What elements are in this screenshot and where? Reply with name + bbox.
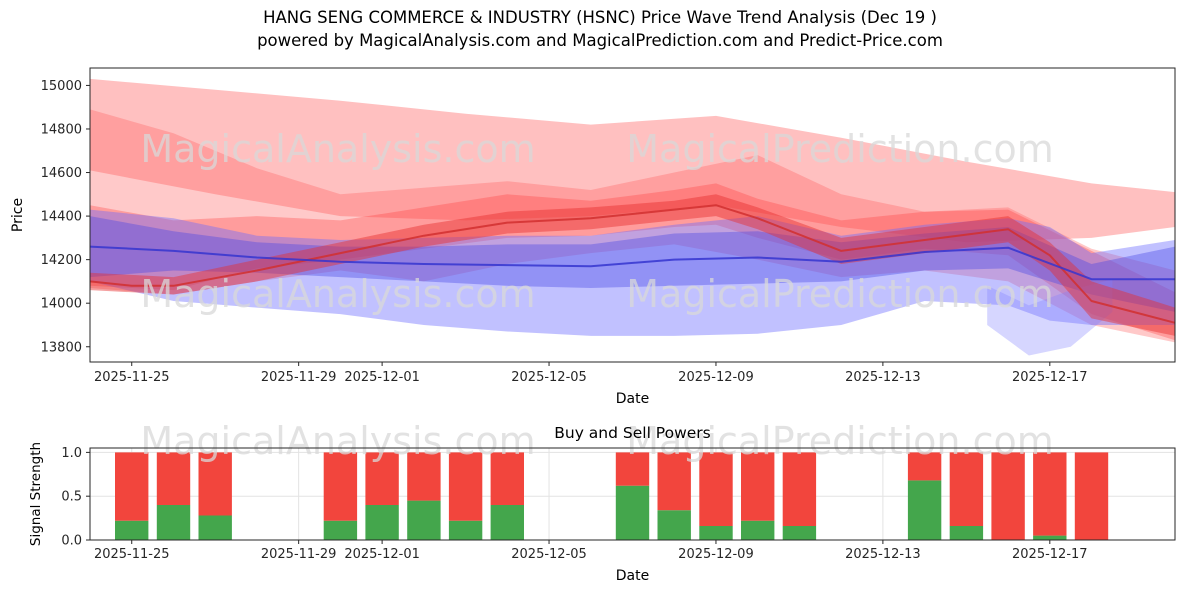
svg-text:2025-11-25: 2025-11-25	[94, 370, 170, 385]
svg-text:14200: 14200	[41, 253, 82, 268]
svg-text:Signal Strength: Signal Strength	[28, 442, 44, 546]
title-block: HANG SENG COMMERCE & INDUSTRY (HSNC) Pri…	[0, 6, 1200, 52]
svg-text:2025-12-05: 2025-12-05	[511, 547, 587, 562]
svg-text:MagicalAnalysis.com: MagicalAnalysis.com	[140, 127, 535, 171]
svg-text:Date: Date	[616, 568, 649, 584]
svg-text:14800: 14800	[41, 122, 82, 137]
chart-subtitle: powered by MagicalAnalysis.com and Magic…	[257, 31, 943, 50]
svg-text:0.5: 0.5	[61, 490, 82, 505]
svg-text:2025-11-25: 2025-11-25	[94, 547, 170, 562]
svg-text:MagicalPrediction.com: MagicalPrediction.com	[626, 127, 1054, 171]
svg-text:15000: 15000	[41, 79, 82, 94]
svg-text:2025-12-09: 2025-12-09	[678, 547, 754, 562]
svg-text:MagicalAnalysis.com: MagicalAnalysis.com	[140, 272, 535, 316]
svg-text:2025-12-01: 2025-12-01	[344, 547, 420, 562]
svg-text:2025-11-29: 2025-11-29	[261, 370, 337, 385]
buy-sell-powers-chart: MagicalAnalysis.com MagicalPrediction.com…	[28, 420, 1176, 584]
svg-text:2025-12-05: 2025-12-05	[511, 370, 587, 385]
svg-text:2025-12-13: 2025-12-13	[845, 547, 921, 562]
svg-text:14600: 14600	[41, 166, 82, 181]
svg-text:2025-12-17: 2025-12-17	[1012, 547, 1088, 562]
svg-text:1.0: 1.0	[61, 446, 82, 461]
svg-text:MagicalPrediction.com: MagicalPrediction.com	[626, 272, 1054, 316]
svg-text:2025-12-01: 2025-12-01	[344, 370, 420, 385]
svg-text:14000: 14000	[41, 297, 82, 312]
svg-text:MagicalPrediction.com: MagicalPrediction.com	[626, 420, 1054, 463]
svg-text:2025-11-29: 2025-11-29	[261, 547, 337, 562]
svg-text:Buy and Sell Powers: Buy and Sell Powers	[554, 424, 711, 442]
svg-text:Price: Price	[10, 198, 26, 232]
svg-text:14400: 14400	[41, 210, 82, 225]
svg-text:2025-12-09: 2025-12-09	[678, 370, 754, 385]
chart-title: HANG SENG COMMERCE & INDUSTRY (HSNC) Pri…	[263, 8, 937, 27]
svg-text:0.0: 0.0	[61, 534, 82, 549]
svg-text:2025-12-13: 2025-12-13	[845, 370, 921, 385]
svg-text:MagicalAnalysis.com: MagicalAnalysis.com	[140, 420, 535, 463]
price-wave-chart: MagicalAnalysis.com MagicalPrediction.com…	[10, 67, 1176, 407]
svg-text:2025-12-17: 2025-12-17	[1012, 370, 1088, 385]
svg-text:Date: Date	[616, 391, 649, 407]
svg-text:13800: 13800	[41, 340, 82, 355]
